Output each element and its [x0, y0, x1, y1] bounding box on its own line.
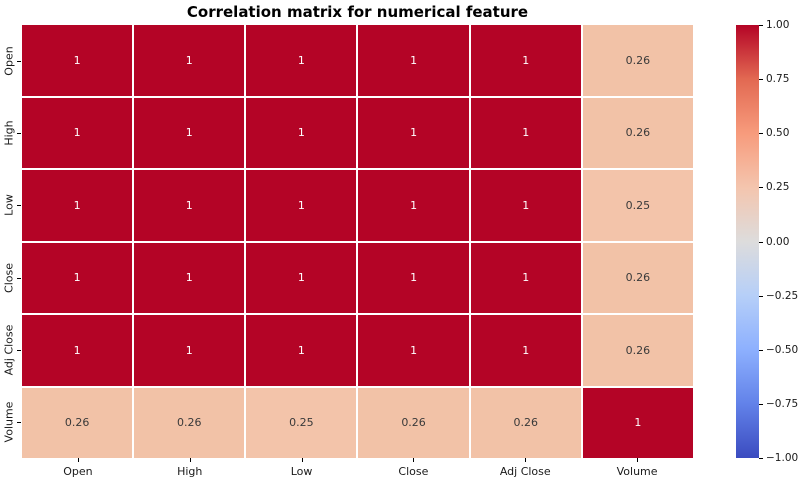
- heatmap-cell-high-adj-close: 1: [470, 97, 581, 168]
- heatmap-cell-close-volume: 0.26: [582, 242, 693, 313]
- heatmap-cell-open-close: 1: [358, 25, 469, 96]
- colorbar-tick-mark: [759, 187, 763, 189]
- heatmap-cell-adj-close-low: 1: [246, 315, 357, 386]
- heatmap-cell-high-close: 1: [358, 97, 469, 168]
- heatmap-cell-adj-close-close: 1: [358, 315, 469, 386]
- x-tick-mark: [637, 458, 639, 462]
- heatmap-cell-volume-close: 0.26: [358, 387, 469, 458]
- y-tick-label-close: Close: [2, 262, 16, 293]
- heatmap-cell-open-adj-close: 1: [470, 25, 581, 96]
- heatmap-cell-low-high: 1: [134, 170, 245, 241]
- y-tick-mark: [17, 421, 21, 423]
- colorbar-tick-label: −0.50: [766, 343, 799, 356]
- heatmap-cell-high-volume: 0.26: [582, 97, 693, 168]
- heatmap-grid: 1 1 1 1 1 0.26 1 1 1 1 1 0.26 1 1 1 1 1 0.25 1 1 1 1 1 0.26 1 1 1 1…: [22, 25, 693, 458]
- colorbar-tick-mark: [759, 79, 763, 81]
- heatmap-cell-open-volume: 0.26: [582, 25, 693, 96]
- heatmap-cell-high-high: 1: [134, 97, 245, 168]
- heatmap-cell-close-open: 1: [22, 242, 133, 313]
- heatmap-cell-open-high: 1: [134, 25, 245, 96]
- colorbar-tick-mark: [759, 403, 763, 405]
- heatmap-cell-adj-close-volume: 0.26: [582, 315, 693, 386]
- colorbar-tick-mark: [759, 25, 763, 26]
- heatmap-cell-open-low: 1: [246, 25, 357, 96]
- heatmap-cell-volume-adj-close: 0.26: [470, 387, 581, 458]
- colorbar-tick-label: 1.00: [766, 19, 790, 31]
- y-tick-mark: [17, 205, 21, 207]
- chart-title: Correlation matrix for numerical feature: [186, 3, 529, 21]
- x-tick-mark: [413, 458, 415, 462]
- x-tick-label-low: Low: [290, 465, 313, 478]
- y-tick-mark: [17, 61, 21, 63]
- heatmap-cell-volume-volume: 1: [582, 387, 693, 458]
- heatmap-cell-close-close: 1: [358, 242, 469, 313]
- colorbar-tick-mark: [759, 295, 763, 297]
- x-tick-label-adj-close: Adj Close: [499, 465, 551, 478]
- colorbar-tick-label: 0.50: [766, 127, 790, 140]
- heatmap-cell-volume-low: 0.25: [246, 387, 357, 458]
- y-tick-mark: [17, 349, 21, 351]
- x-tick-label-high: High: [177, 465, 203, 478]
- x-tick-mark: [525, 458, 527, 462]
- heatmap-cell-close-high: 1: [134, 242, 245, 313]
- y-tick-label-low: Low: [2, 194, 16, 217]
- colorbar-tick-label: 0.00: [766, 235, 790, 248]
- y-tick-mark: [17, 277, 21, 279]
- heatmap-cell-volume-high: 0.26: [134, 387, 245, 458]
- heatmap-cell-high-low: 1: [246, 97, 357, 168]
- x-tick-mark: [189, 458, 191, 462]
- heatmap-cell-adj-close-open: 1: [22, 315, 133, 386]
- heatmap-cell-adj-close-high: 1: [134, 315, 245, 386]
- x-tick-label-open: Open: [63, 465, 93, 478]
- y-tick-label-high: High: [2, 120, 16, 146]
- heatmap-cell-low-open: 1: [22, 170, 133, 241]
- heatmap-cell-close-adj-close: 1: [470, 242, 581, 313]
- colorbar-tick-label: −1.00: [766, 452, 799, 464]
- heatmap-cell-low-volume: 0.25: [582, 170, 693, 241]
- x-tick-label-close: Close: [398, 465, 429, 478]
- heatmap-cell-low-close: 1: [358, 170, 469, 241]
- heatmap-cell-volume-open: 0.26: [22, 387, 133, 458]
- y-tick-label-adj-close: Adj Close: [2, 324, 16, 376]
- heatmap-cell-close-low: 1: [246, 242, 357, 313]
- colorbar-tick-mark: [759, 133, 763, 135]
- x-tick-mark: [77, 458, 79, 462]
- y-tick-label-open: Open: [2, 46, 16, 76]
- heatmap-cell-high-open: 1: [22, 97, 133, 168]
- colorbar-tick-mark: [759, 458, 763, 459]
- heatmap-cell-open-open: 1: [22, 25, 133, 96]
- y-tick-label-volume: Volume: [2, 401, 16, 443]
- heatmap-cell-low-low: 1: [246, 170, 357, 241]
- colorbar-tick-label: −0.75: [766, 397, 799, 410]
- colorbar-tick-label: −0.25: [766, 289, 799, 302]
- colorbar-tick-label: 0.25: [766, 181, 790, 194]
- heatmap-cell-adj-close-adj-close: 1: [470, 315, 581, 386]
- colorbar-tick-mark: [759, 241, 763, 243]
- colorbar-tick-mark: [759, 349, 763, 351]
- y-tick-mark: [17, 133, 21, 135]
- x-tick-mark: [301, 458, 303, 462]
- heatmap-cell-low-adj-close: 1: [470, 170, 581, 241]
- colorbar-tick-label: 0.75: [766, 73, 790, 86]
- colorbar: [736, 25, 759, 458]
- x-tick-label-volume: Volume: [616, 465, 658, 478]
